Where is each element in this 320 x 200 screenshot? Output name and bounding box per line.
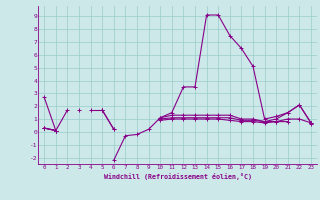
X-axis label: Windchill (Refroidissement éolien,°C): Windchill (Refroidissement éolien,°C) [104,173,252,180]
